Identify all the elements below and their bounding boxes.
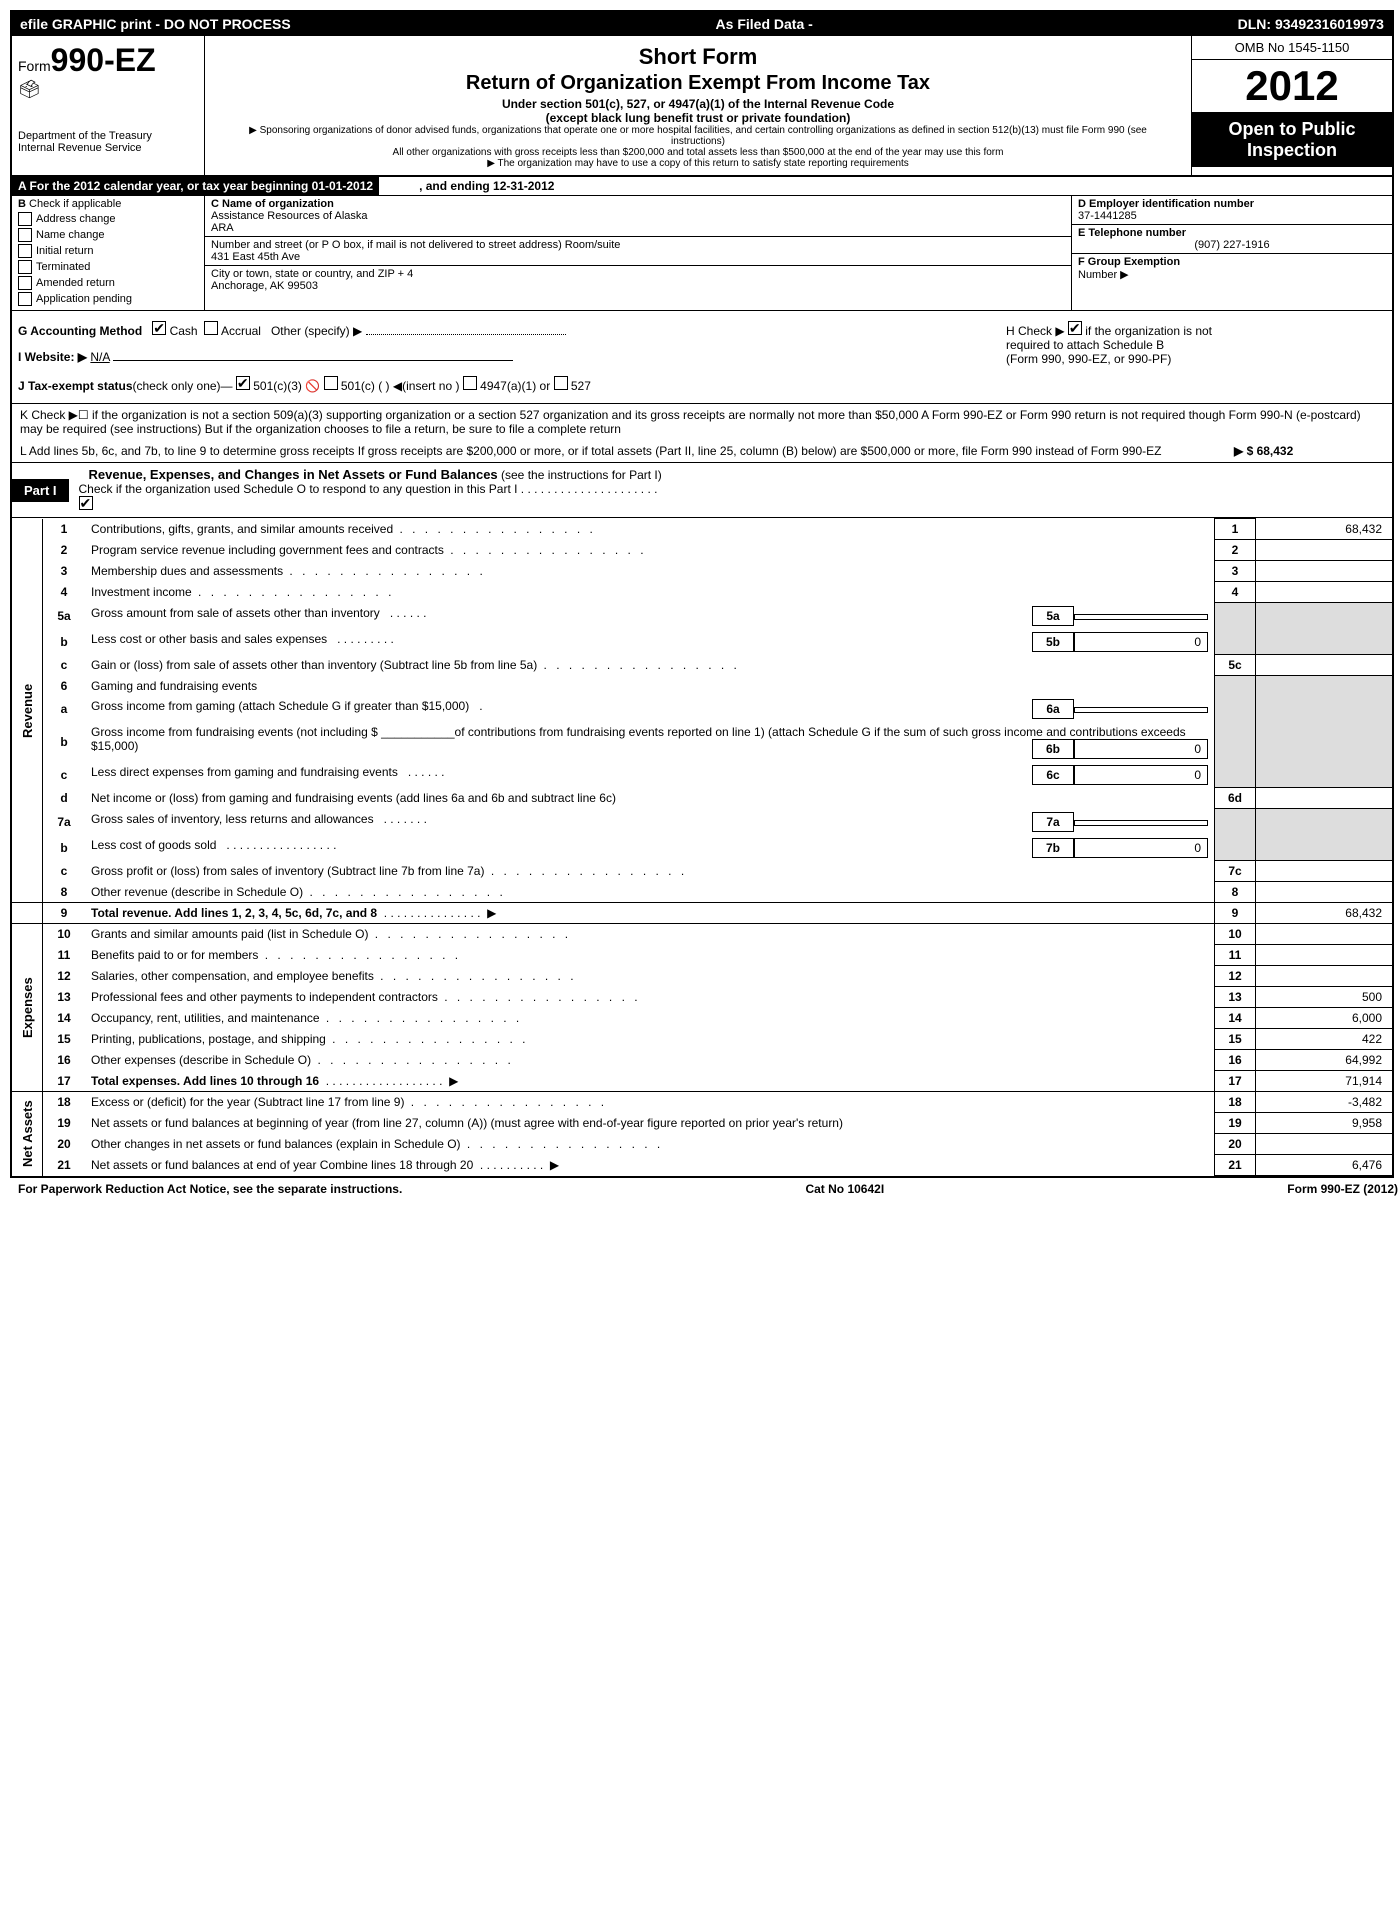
ein-value: 37-1441285	[1078, 210, 1386, 222]
efile-text: efile GRAPHIC print - DO NOT PROCESS	[20, 16, 291, 32]
form-number: 990-EZ	[51, 42, 156, 78]
checkbox-cash[interactable]	[152, 321, 166, 335]
line18-value: -3,482	[1256, 1092, 1393, 1113]
line21-value: 6,476	[1256, 1155, 1393, 1176]
checkbox-501c[interactable]	[324, 376, 338, 390]
part1-title: Revenue, Expenses, and Changes in Net As…	[79, 467, 498, 482]
note1: ▶ Sponsoring organizations of donor advi…	[225, 125, 1171, 147]
c-name-label: C Name of organization	[211, 198, 1065, 210]
subtitle1: Under section 501(c), 527, or 4947(a)(1)…	[225, 97, 1171, 111]
info-row-bcdef: B Check if applicable Address change Nam…	[12, 196, 1392, 311]
checkbox-4947[interactable]	[463, 376, 477, 390]
checkbox-part1-scheduleO[interactable]	[79, 496, 93, 510]
f-label: F Group Exemption	[1078, 256, 1180, 268]
phone-value: (907) 227-1916	[1078, 239, 1386, 251]
lines-table: Revenue 1 Contributions, gifts, grants, …	[12, 518, 1392, 1176]
header-section: Form990-EZ 🗳 Department of the Treasury …	[12, 36, 1392, 177]
section-a-row: A For the 2012 calendar year, or tax yea…	[12, 177, 1392, 196]
org-name: Assistance Resources of Alaska	[211, 210, 1065, 222]
open-to-public: Open to Public Inspection	[1192, 113, 1392, 167]
section-l: L Add lines 5b, 6c, and 7b, to line 9 to…	[12, 440, 1392, 463]
section-k: K Check ▶☐ if the organization is not a …	[12, 404, 1392, 440]
return-title: Return of Organization Exempt From Incom…	[225, 72, 1171, 95]
checkbox-address-change[interactable]	[18, 212, 32, 226]
section-a-ending: , and ending 12-31-2012	[379, 177, 594, 195]
part1-header: Part I Revenue, Expenses, and Changes in…	[12, 463, 1392, 518]
dln-text: DLN: 93492316019973	[1238, 16, 1384, 32]
header-right: OMB No 1545-1150 2012 Open to Public Ins…	[1191, 36, 1392, 175]
subtitle2: (except black lung benefit trust or priv…	[225, 111, 1171, 125]
form-prefix: Form	[18, 58, 51, 74]
as-filed-text: As Filed Data -	[716, 16, 813, 32]
website-value: N/A	[90, 350, 109, 364]
line9-value: 68,432	[1256, 903, 1393, 924]
f-label2: Number ▶	[1078, 269, 1129, 281]
c-addr-label: Number and street (or P O box, if mail i…	[211, 239, 1065, 251]
checkbox-name-change[interactable]	[18, 228, 32, 242]
section-a-text: A For the 2012 calendar year, or tax yea…	[12, 177, 379, 195]
line16-value: 64,992	[1256, 1050, 1393, 1071]
checkbox-initial-return[interactable]	[18, 244, 32, 258]
section-c: C Name of organization Assistance Resour…	[205, 196, 1072, 310]
top-black-bar: efile GRAPHIC print - DO NOT PROCESS As …	[12, 12, 1392, 36]
row-gh: G Accounting Method Cash Accrual Other (…	[12, 311, 1392, 404]
org-aka: ARA	[211, 222, 1065, 234]
note2: All other organizations with gross recei…	[225, 147, 1171, 158]
line19-value: 9,958	[1256, 1113, 1393, 1134]
paperwork-notice: For Paperwork Reduction Act Notice, see …	[18, 1182, 402, 1196]
org-address: 431 East 45th Ave	[211, 251, 1065, 263]
c-city-label: City or town, state or country, and ZIP …	[211, 268, 1065, 280]
footer-row: For Paperwork Reduction Act Notice, see …	[10, 1178, 1400, 1200]
dept-treasury: Department of the Treasury	[18, 130, 198, 142]
line17-value: 71,914	[1256, 1071, 1393, 1092]
note3: ▶ The organization may have to use a cop…	[225, 158, 1171, 169]
form-footer: Form 990-EZ (2012)	[1287, 1182, 1398, 1196]
checkbox-accrual[interactable]	[204, 321, 218, 335]
form-990ez-container: efile GRAPHIC print - DO NOT PROCESS As …	[10, 10, 1394, 1178]
d-label: D Employer identification number	[1078, 198, 1386, 210]
part1-label: Part I	[12, 479, 69, 502]
cat-no: Cat No 10642I	[805, 1182, 884, 1196]
section-b: B Check if applicable Address change Nam…	[12, 196, 205, 310]
checkbox-terminated[interactable]	[18, 260, 32, 274]
l-value: ▶ $ 68,432	[1234, 444, 1384, 458]
checkbox-501c3[interactable]	[236, 376, 250, 390]
e-label: E Telephone number	[1078, 227, 1386, 239]
expenses-side-label: Expenses	[12, 924, 43, 1092]
line14-value: 6,000	[1256, 1008, 1393, 1029]
checkbox-pending[interactable]	[18, 292, 32, 306]
irs-text: Internal Revenue Service	[18, 142, 198, 154]
checkbox-amended[interactable]	[18, 276, 32, 290]
line15-value: 422	[1256, 1029, 1393, 1050]
line13-value: 500	[1256, 987, 1393, 1008]
i-label: I Website: ▶	[18, 350, 87, 364]
checkbox-h[interactable]	[1068, 321, 1082, 335]
line1-value: 68,432	[1256, 519, 1393, 540]
netassets-side-label: Net Assets	[12, 1092, 43, 1176]
g-label: G Accounting Method	[18, 324, 142, 338]
j-label: J Tax-exempt status	[18, 379, 133, 393]
revenue-side-label: Revenue	[12, 519, 43, 903]
org-city: Anchorage, AK 99503	[211, 280, 1065, 292]
checkbox-527[interactable]	[554, 376, 568, 390]
header-center: Short Form Return of Organization Exempt…	[205, 36, 1191, 175]
header-left: Form990-EZ 🗳 Department of the Treasury …	[12, 36, 205, 175]
section-de: D Employer identification number 37-1441…	[1072, 196, 1392, 310]
omb-number: OMB No 1545-1150	[1192, 36, 1392, 60]
short-form-title: Short Form	[225, 44, 1171, 70]
tax-year: 2012	[1192, 60, 1392, 113]
